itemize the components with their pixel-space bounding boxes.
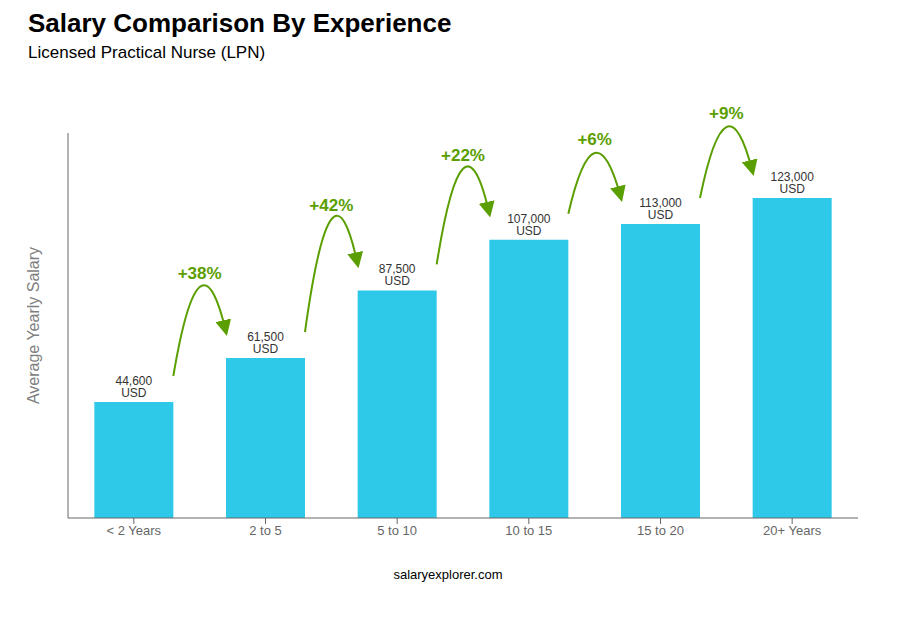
svg-text:15 to 20: 15 to 20: [637, 523, 684, 538]
svg-text:5 to 10: 5 to 10: [377, 523, 417, 538]
svg-text:44,600USD: 44,600USD: [115, 374, 152, 400]
svg-text:+42%: +42%: [309, 196, 353, 215]
svg-text:2 to 5: 2 to 5: [249, 523, 282, 538]
svg-text:+22%: +22%: [441, 146, 485, 165]
svg-text:10 to 15: 10 to 15: [505, 523, 552, 538]
svg-text:61,500USD: 61,500USD: [247, 330, 284, 356]
svg-text:123,000USD: 123,000USD: [770, 170, 814, 196]
svg-text:< 2 Years: < 2 Years: [107, 523, 162, 538]
svg-text:+9%: +9%: [709, 104, 744, 123]
html-text:Licensed Practical Nurse (LPN): Licensed Practical Nurse (LPN): [28, 43, 266, 62]
html-text:Salary Comparison By Experienc: Salary Comparison By Experience: [28, 8, 452, 38]
svg-text:Average Yearly Salary: Average Yearly Salary: [25, 247, 42, 404]
svg-text:+6%: +6%: [577, 130, 612, 149]
svg-text:20+ Years: 20+ Years: [763, 523, 822, 538]
svg-text:113,000USD: 113,000USD: [639, 196, 682, 222]
svg-text:87,500USD: 87,500USD: [379, 262, 416, 288]
svg-text:+38%: +38%: [178, 264, 222, 283]
svg-text:107,000USD: 107,000USD: [507, 212, 551, 238]
html-text:salaryexplorer.com: salaryexplorer.com: [393, 567, 503, 582]
